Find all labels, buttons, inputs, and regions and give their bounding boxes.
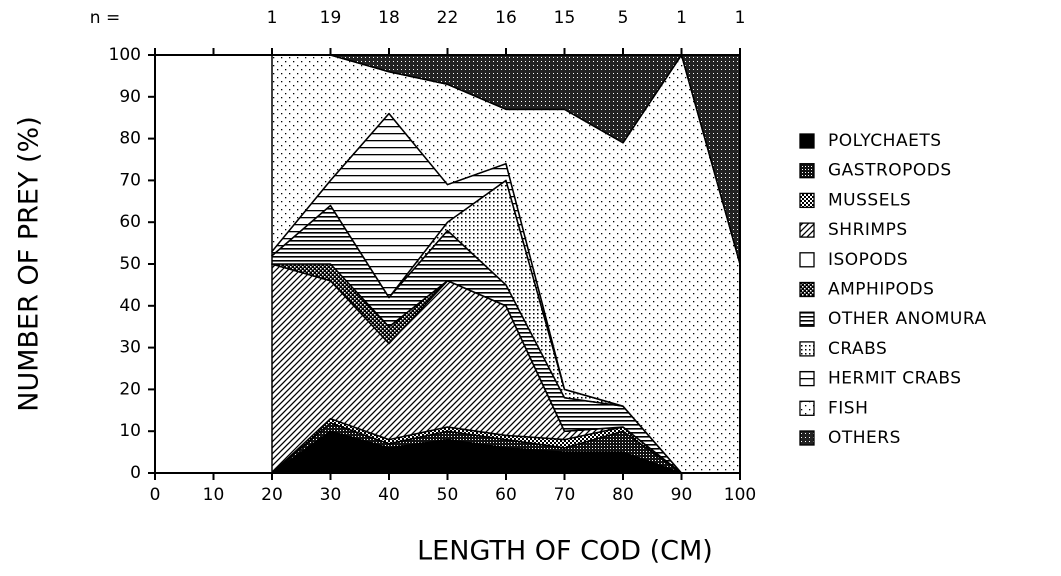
x-tick-label: 50 [437, 485, 459, 505]
y-tick-label: 90 [119, 87, 141, 107]
legend-label: FISH [828, 398, 868, 418]
legend-label: HERMIT CRABS [828, 369, 962, 389]
legend-swatch [799, 222, 815, 238]
y-tick-label: 50 [119, 254, 141, 274]
legend-swatch [799, 192, 815, 209]
legend-swatch [799, 370, 815, 387]
n-value: 1 [267, 8, 278, 28]
legend-label: MUSSELS [828, 190, 911, 210]
y-tick-label: 60 [119, 212, 141, 232]
x-tick-label: 100 [724, 485, 756, 505]
legend-swatch [799, 163, 815, 179]
y-tick-label: 100 [109, 45, 141, 65]
legend-swatch [799, 430, 815, 446]
x-tick-label: 90 [671, 485, 693, 505]
x-axis-label: LENGTH OF COD (CM) [417, 536, 713, 567]
legend-label: POLYCHAETS [828, 131, 942, 151]
n-value: 15 [554, 8, 576, 28]
n-value: 16 [495, 8, 517, 28]
legend-swatch [799, 252, 815, 268]
n-value: 5 [618, 8, 629, 28]
legend-swatch [799, 341, 815, 357]
n-value: 18 [378, 8, 400, 28]
y-tick-label: 20 [119, 379, 141, 399]
legend-swatch [799, 311, 815, 327]
y-tick-label: 40 [119, 296, 141, 316]
legend-swatch [799, 281, 815, 298]
legend-swatch [799, 133, 815, 149]
legend-label: AMPHIPODS [828, 280, 934, 300]
legend-label: CRABS [828, 339, 887, 359]
n-value: 1 [676, 8, 687, 28]
x-tick-label: 60 [495, 485, 517, 505]
n-value: 19 [320, 8, 342, 28]
n-value: 1 [735, 8, 746, 28]
x-tick-label: 0 [150, 485, 161, 505]
legend-label: GASTROPODS [828, 161, 952, 181]
y-tick-label: 30 [119, 338, 141, 358]
x-tick-label: 70 [554, 485, 576, 505]
n-value: 22 [437, 8, 459, 28]
x-tick-label: 10 [203, 485, 225, 505]
legend-label: OTHERS [828, 428, 901, 448]
legend-swatch [799, 400, 815, 416]
x-tick-label: 40 [378, 485, 400, 505]
x-tick-label: 30 [320, 485, 342, 505]
x-tick-label: 80 [612, 485, 634, 505]
n-label: n = [90, 8, 120, 28]
y-tick-label: 80 [119, 129, 141, 149]
legend-label: OTHER ANOMURA [828, 309, 987, 329]
y-axis-label: NUMBER OF PREY (%) [14, 116, 45, 411]
y-tick-label: 70 [119, 170, 141, 190]
legend-label: SHRIMPS [828, 220, 908, 240]
x-tick-label: 20 [261, 485, 283, 505]
y-tick-label: 0 [130, 463, 141, 483]
y-tick-label: 10 [119, 421, 141, 441]
legend-label: ISOPODS [828, 250, 908, 270]
